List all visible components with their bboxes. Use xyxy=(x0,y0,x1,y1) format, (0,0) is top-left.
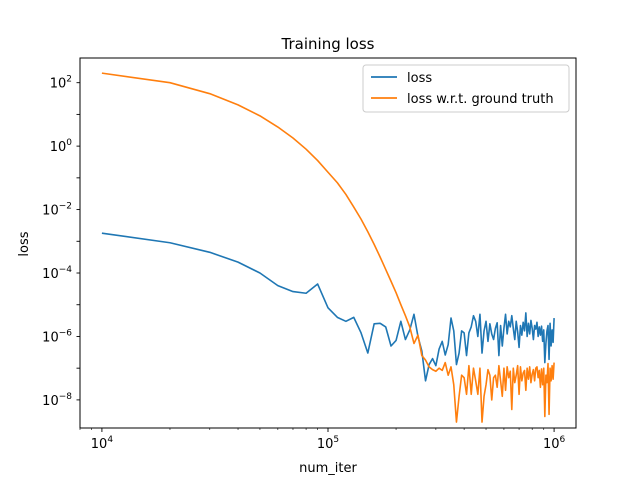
y-axis-ticks: 10−8 10−6 10−4 10−2 100 102 xyxy=(42,75,80,409)
x-tick-label: 105 xyxy=(317,435,339,452)
x-tick-label: 106 xyxy=(543,435,566,452)
legend-box xyxy=(362,64,570,113)
y-tick-label: 102 xyxy=(50,75,72,92)
y-axis-label: loss xyxy=(17,231,32,256)
series-line-ground-truth xyxy=(101,72,555,423)
plot-frame xyxy=(79,57,577,429)
x-axis-label: num_iter xyxy=(299,461,357,476)
chart-title: Training loss xyxy=(281,35,375,53)
legend: loss loss w.r.t. ground truth xyxy=(362,64,570,113)
x-tick-label: 104 xyxy=(91,435,114,452)
y-tick-label: 100 xyxy=(50,138,73,155)
y-tick-label: 10−6 xyxy=(42,328,72,345)
y-tick-label: 10−8 xyxy=(42,392,72,409)
series-lines xyxy=(101,72,555,423)
y-tick-label: 10−2 xyxy=(42,202,72,219)
y-tick-label: 10−4 xyxy=(42,265,72,282)
legend-label: loss w.r.t. ground truth xyxy=(407,92,554,107)
x-axis-ticks: 104 105 106 xyxy=(79,428,566,452)
legend-label: loss xyxy=(407,71,432,86)
series-line-loss xyxy=(101,232,555,382)
